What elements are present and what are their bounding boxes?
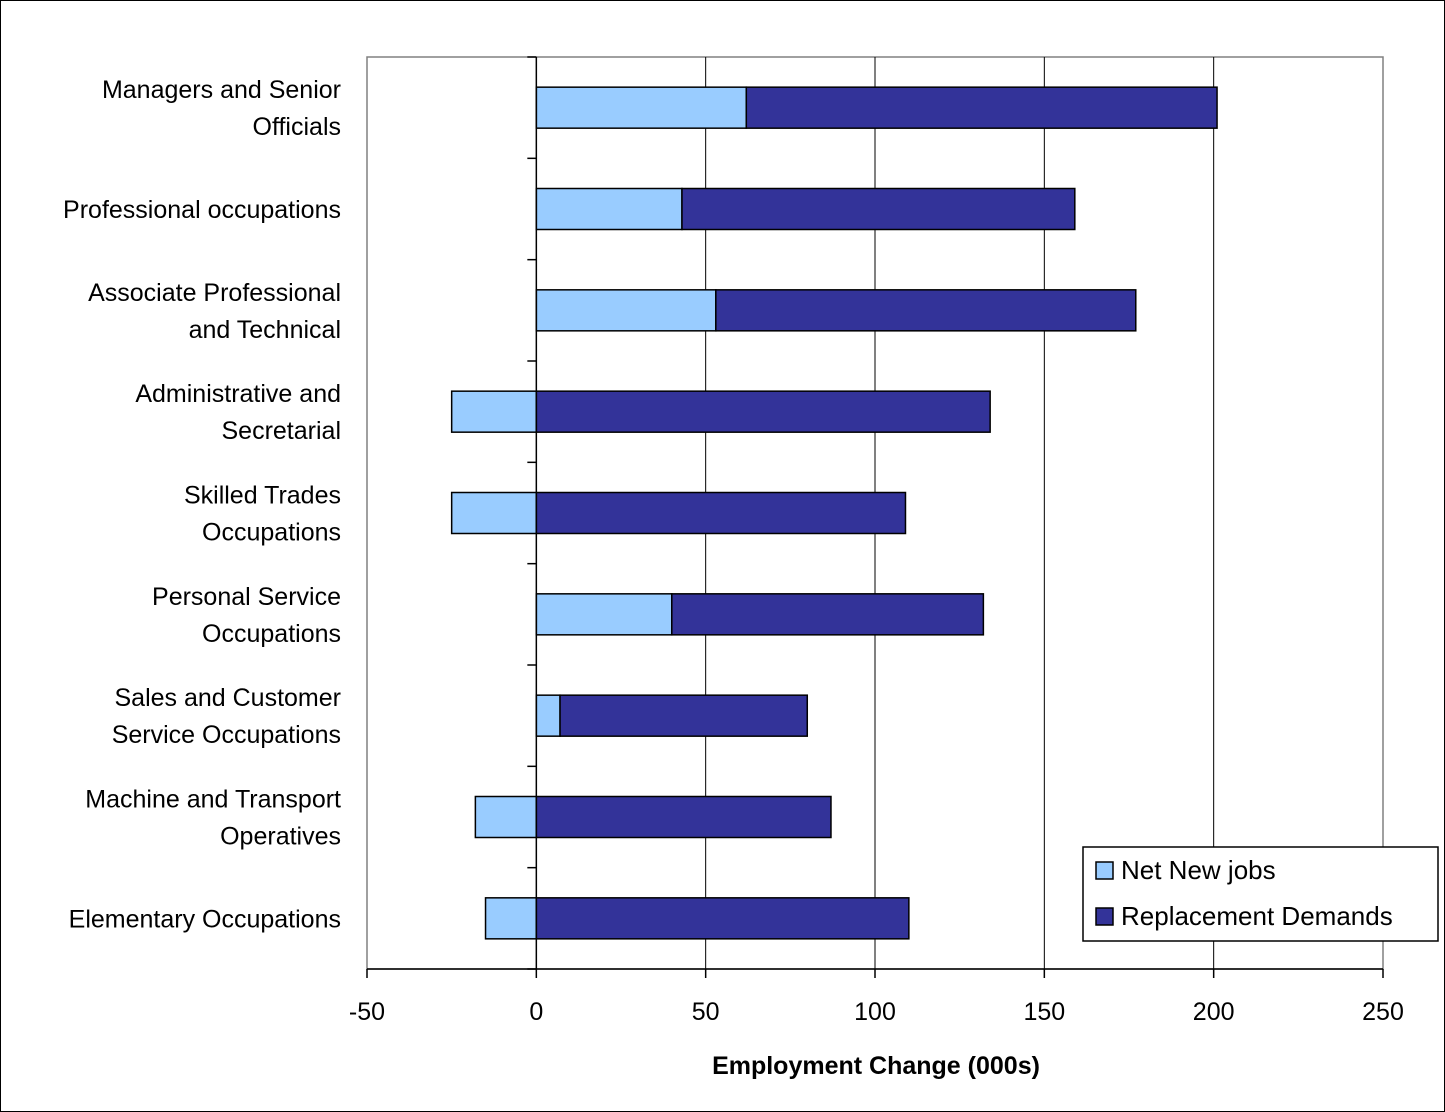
legend-label: Net New jobs	[1121, 855, 1276, 885]
category-labels: Managers and Senior Officials Professional…	[63, 76, 341, 933]
category-label: Secretarial	[222, 417, 342, 445]
bar-replacement-demands	[535, 390, 991, 433]
category-label: Machine and Transport	[85, 786, 341, 814]
x-tick-label: 250	[1362, 998, 1404, 1026]
x-tick-labels: -50 0 50 100 150 200 250	[349, 998, 1404, 1026]
legend: Net New jobs Replacement Demands	[1082, 846, 1439, 942]
bar-net-new-jobs	[450, 491, 538, 535]
category-label: Occupations	[202, 519, 341, 547]
bar-net-new-jobs	[484, 897, 538, 940]
bar-replacement-demands	[745, 86, 1218, 129]
category-label: Sales and Customer	[114, 684, 341, 712]
legend-swatch	[1095, 861, 1114, 880]
legend-swatch	[1095, 907, 1114, 926]
bar-replacement-demands	[671, 593, 985, 636]
category-label: Officials	[253, 113, 341, 141]
bar-replacement-demands	[535, 795, 832, 839]
x-tick-label: 200	[1193, 998, 1235, 1026]
bar-replacement-demands	[681, 187, 1076, 231]
category-label: Managers and Senior	[102, 76, 341, 104]
bar-replacement-demands	[715, 289, 1137, 332]
x-tick-label: 50	[692, 998, 720, 1026]
x-tick-label: 0	[529, 998, 543, 1026]
bar-replacement-demands	[535, 897, 910, 940]
category-label: Skilled Trades	[184, 482, 341, 510]
bar-net-new-jobs	[474, 795, 538, 839]
x-axis-title: Employment Change (000s)	[712, 1052, 1040, 1080]
category-label: Administrative and	[135, 380, 341, 408]
category-label: Professional occupations	[63, 196, 341, 224]
legend-label: Replacement Demands	[1121, 901, 1393, 931]
bar-net-new-jobs	[535, 593, 673, 636]
bar-replacement-demands	[559, 694, 809, 737]
bar-replacement-demands	[535, 491, 907, 535]
category-label: Occupations	[202, 620, 341, 648]
category-label: Elementary Occupations	[69, 905, 341, 933]
category-label: and Technical	[189, 316, 341, 344]
legend-box	[1082, 846, 1439, 942]
x-tick-label: 100	[854, 998, 896, 1026]
bar-net-new-jobs	[535, 86, 748, 129]
bar-net-new-jobs	[535, 289, 717, 332]
category-label: Operatives	[220, 823, 341, 851]
x-tick-label: -50	[349, 998, 385, 1026]
category-label: Associate Professional	[88, 279, 341, 307]
category-label: Service Occupations	[112, 721, 341, 749]
category-label: Personal Service	[152, 583, 341, 611]
x-tick-label: 150	[1023, 998, 1065, 1026]
bar-net-new-jobs	[450, 390, 538, 433]
bar-net-new-jobs	[535, 187, 683, 231]
bars	[450, 86, 1218, 940]
axes	[366, 56, 1384, 978]
bar-net-new-jobs	[535, 694, 561, 737]
